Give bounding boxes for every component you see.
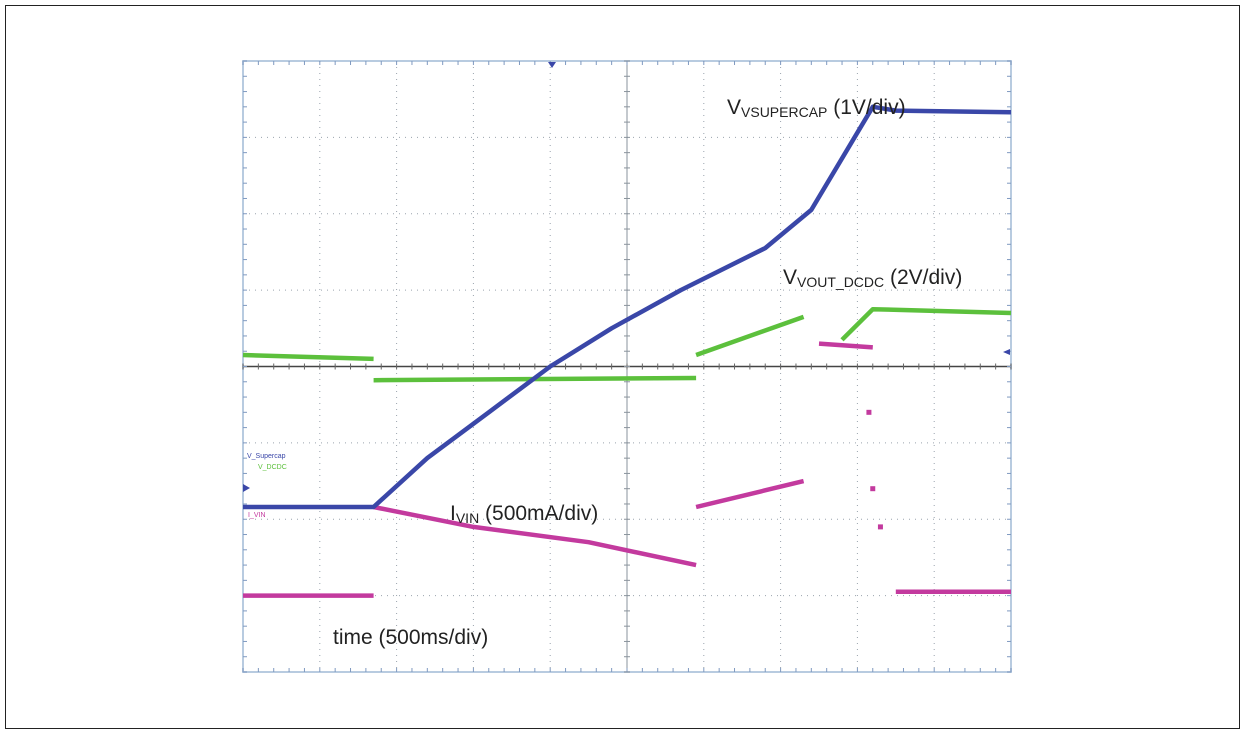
x-axis-label: time (500ms/div) <box>333 626 489 649</box>
label-vout-dcdc: VVOUT_DCDC (2V/div) <box>783 266 963 290</box>
trigger-marker-icon <box>548 62 556 68</box>
traces <box>242 104 1012 598</box>
trace-i-vin <box>695 478 805 510</box>
channel-tag-dcdc: V_DCDC <box>258 464 287 471</box>
label-vsupercap: VVSUPERCAP (1V/div) <box>727 96 906 120</box>
trace-v-dcdc <box>695 314 805 358</box>
label-ivin: IVIN (500mA/div) <box>450 502 599 526</box>
trace-v-dcdc <box>840 306 1012 342</box>
trace-i-vin <box>373 504 697 568</box>
trace-v-supercap <box>243 104 1012 510</box>
grid <box>242 60 1012 673</box>
trace-dot-i-vin <box>877 524 883 530</box>
trace-i-vin <box>818 341 873 350</box>
ground-marker-right-icon <box>1003 349 1010 355</box>
trace-v-dcdc <box>242 352 374 362</box>
trace-dot-i-vin <box>870 486 876 492</box>
channel-tag-ivin: I_VIN <box>248 512 266 519</box>
trace-dot-i-vin <box>866 409 872 415</box>
channel-tag-supercap: V_Supercap <box>247 453 286 460</box>
ground-marker-left-icon <box>243 484 250 492</box>
